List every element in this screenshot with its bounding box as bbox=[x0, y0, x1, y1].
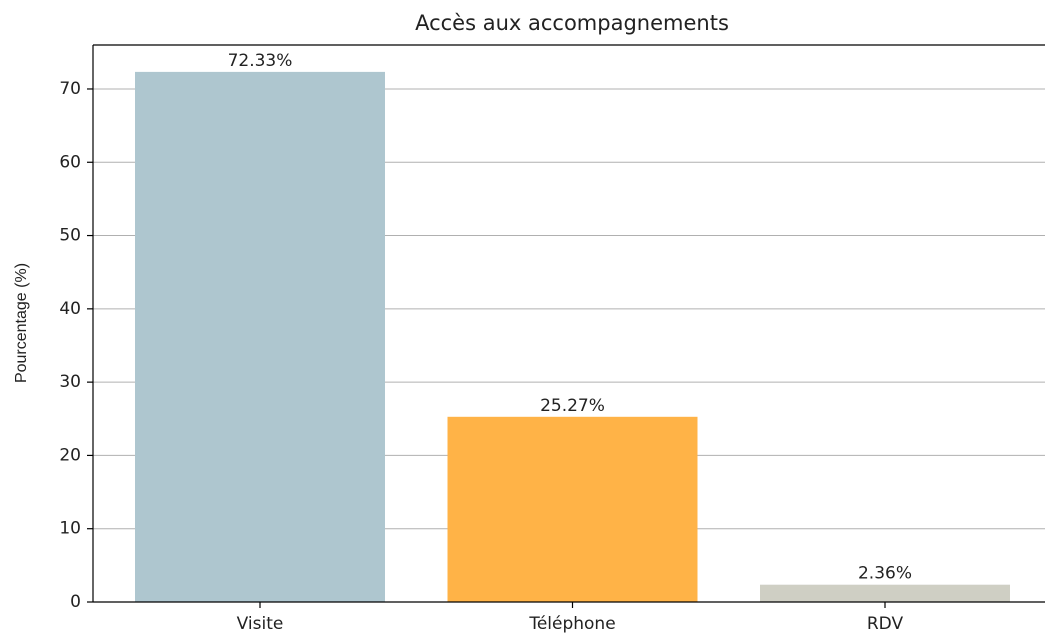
x-tick-label: Téléphone bbox=[528, 614, 615, 634]
y-tick-label: 30 bbox=[59, 372, 81, 392]
value-label: 2.36% bbox=[858, 564, 912, 584]
y-tick-label: 0 bbox=[70, 592, 81, 612]
y-tick-label: 40 bbox=[59, 299, 81, 319]
y-tick-label: 70 bbox=[59, 79, 81, 99]
y-tick-label: 20 bbox=[59, 445, 81, 465]
x-tick-label: RDV bbox=[867, 614, 904, 634]
value-label: 72.33% bbox=[228, 51, 293, 71]
y-axis-label: Pourcentage (%) bbox=[13, 263, 30, 383]
bar bbox=[135, 71, 385, 603]
y-tick-label: 10 bbox=[59, 519, 81, 539]
bar bbox=[447, 416, 698, 602]
y-tick-label: 60 bbox=[59, 152, 81, 172]
x-tick-label: Visite bbox=[237, 614, 284, 634]
value-label: 25.27% bbox=[540, 396, 605, 416]
chart-title: Accès aux accompagnements bbox=[415, 11, 729, 35]
bar bbox=[760, 584, 1010, 602]
y-tick-label: 50 bbox=[59, 226, 81, 246]
